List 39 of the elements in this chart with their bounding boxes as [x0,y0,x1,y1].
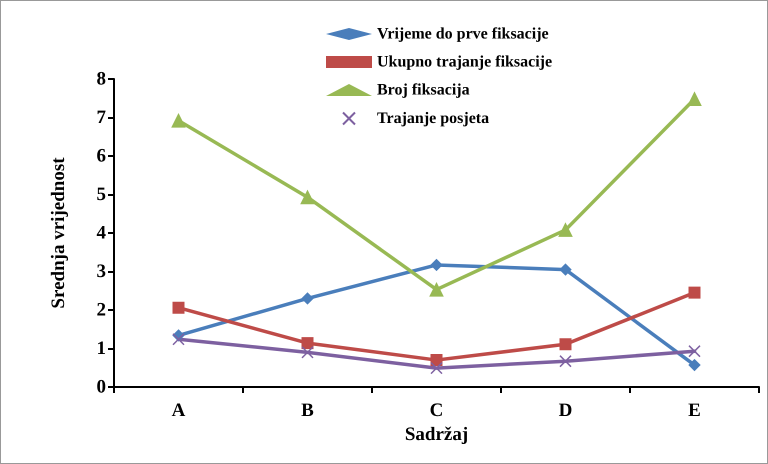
point [172,114,186,128]
y-tick-label: 6 [96,146,106,166]
y-axis-title: Srednja vrijednost [48,156,69,309]
point [558,222,572,237]
point [302,337,314,350]
y-tick-label: 5 [96,184,106,205]
y-tick-label: 7 [96,107,106,128]
point [301,346,314,359]
x-tick-label: A [172,400,186,421]
y-tick-label: 1 [96,338,106,359]
point [688,286,700,299]
point [172,302,184,314]
legend-label: Trajanje posjeta [377,110,490,127]
legend-label: Ukupno trajanje fiksacije [377,54,552,70]
point [559,354,572,368]
point [302,292,314,304]
y-tick-label: 3 [96,261,106,282]
y-tick-label: 8 [96,68,106,90]
x-tick-label: E [688,400,701,421]
point [430,282,444,297]
point [172,333,185,346]
x-axis-title: Sadržaj [404,424,468,445]
point [430,362,443,374]
y-tick-label: 2 [96,300,106,320]
point [560,338,572,350]
legend-label: Broj fiksacija [377,82,470,98]
point [688,344,701,358]
point [688,359,700,372]
point [430,258,442,271]
point [300,190,314,204]
x-tick-label: B [301,400,314,421]
legend-label: Vrijeme do prve fiksacije [377,26,549,42]
point [688,92,702,106]
point [430,354,442,366]
y-tick-label: 0 [96,376,106,398]
point [560,264,572,276]
y-tick-label: 4 [96,222,106,244]
x-tick-label: C [430,400,444,421]
x-tick-label: D [558,400,572,421]
